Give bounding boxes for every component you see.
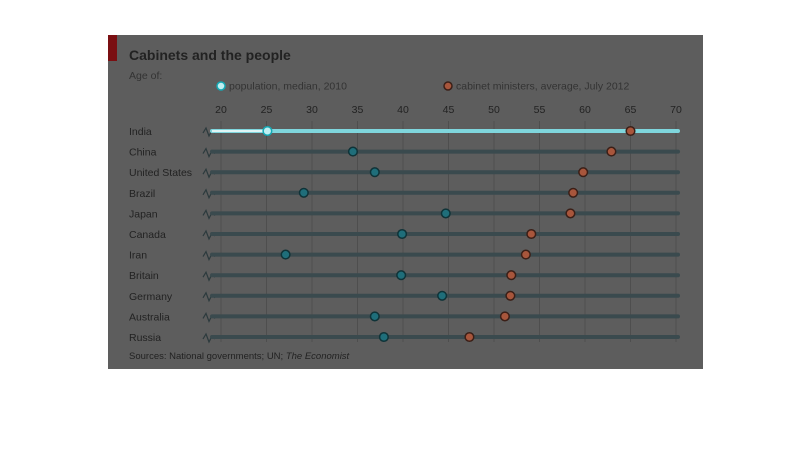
chart-row: United States <box>129 167 680 179</box>
x-axis-ticks: 20 25 30 35 40 45 50 55 60 65 70 <box>215 104 682 116</box>
x-tick-label: 50 <box>488 104 500 116</box>
cabinet-ministers-dot <box>505 290 516 301</box>
population-median-dot <box>280 249 291 260</box>
country-label: Brazil <box>129 188 155 200</box>
population-median-dot <box>369 311 380 322</box>
country-label: India <box>129 126 152 138</box>
cabinet-ministers-dot <box>506 270 517 281</box>
x-tick-label: 60 <box>579 104 591 116</box>
population-median-dot <box>369 167 380 178</box>
cabinet-ministers-dot <box>568 187 579 198</box>
legend-population-label: population, median, 2010 <box>229 81 347 93</box>
x-tick-label: 20 <box>215 104 227 116</box>
cabinet-ministers-dot <box>526 228 537 240</box>
chart-row: China <box>129 146 680 159</box>
country-label: Russia <box>129 332 161 344</box>
chart-row: Britain <box>129 270 680 282</box>
cabinet-ministers-dot <box>578 167 589 178</box>
population-median-dot <box>397 228 408 240</box>
cabinet-ministers-dot <box>625 125 636 137</box>
chart-row: Japan <box>129 208 680 220</box>
brand-accent-bar <box>108 35 117 61</box>
x-tick-label: 30 <box>306 104 318 116</box>
x-tick-label: 70 <box>670 104 682 116</box>
population-median-dot <box>396 270 407 281</box>
cabinet-ministers-dot <box>499 311 510 322</box>
x-tick-label: 40 <box>397 104 409 116</box>
cabinet-ministers-dot <box>464 331 475 343</box>
country-label: Japan <box>129 208 158 220</box>
population-median-dot <box>440 208 451 219</box>
country-label: United States <box>129 167 192 179</box>
chart-row: India <box>129 125 680 138</box>
x-tick-label: 65 <box>625 104 637 116</box>
country-label: Canada <box>129 229 166 241</box>
cabinet-ministers-dot <box>606 146 617 157</box>
source-publication: The Economist <box>285 351 350 362</box>
x-tick-label: 45 <box>443 104 455 116</box>
x-tick-label: 55 <box>534 104 546 116</box>
chart-row: Brazil <box>129 187 680 200</box>
chart-row: Germany <box>129 290 680 303</box>
country-label: Australia <box>129 311 170 323</box>
country-label: Britain <box>129 270 159 282</box>
country-label: China <box>129 147 157 159</box>
population-median-dot <box>298 187 309 198</box>
x-tick-label: 35 <box>352 104 364 116</box>
country-label: Germany <box>129 291 173 303</box>
population-median-dot <box>347 146 359 157</box>
x-tick-label: 25 <box>261 104 273 116</box>
chart-row: Canada <box>129 228 680 241</box>
chart-row: Russia <box>129 331 680 344</box>
legend-ministers-swatch <box>443 81 453 91</box>
source-prefix: Sources: National governments; UN; <box>129 351 286 362</box>
chart-rows: India China United States Brazil Japan Canada… <box>129 125 680 344</box>
cabinet-ministers-dot <box>520 249 531 260</box>
legend-ministers-label: cabinet ministers, average, July 2012 <box>456 81 630 93</box>
legend-population-swatch <box>216 81 226 91</box>
cabinet-ministers-dot <box>565 208 576 219</box>
chart-legend: population, median, 2010 cabinet ministe… <box>216 81 630 93</box>
chart-row: Australia <box>129 311 680 323</box>
population-median-dot <box>262 125 273 137</box>
population-median-dot <box>437 290 448 301</box>
chart-row: Iran <box>129 249 680 262</box>
chart-subtitle: Age of: <box>129 70 163 82</box>
population-median-dot <box>378 331 389 343</box>
chart-panel <box>108 35 703 369</box>
source-note: Sources: National governments; UN; The E… <box>129 351 349 362</box>
chart-title: Cabinets and the people <box>129 47 291 63</box>
country-label: Iran <box>129 250 147 262</box>
